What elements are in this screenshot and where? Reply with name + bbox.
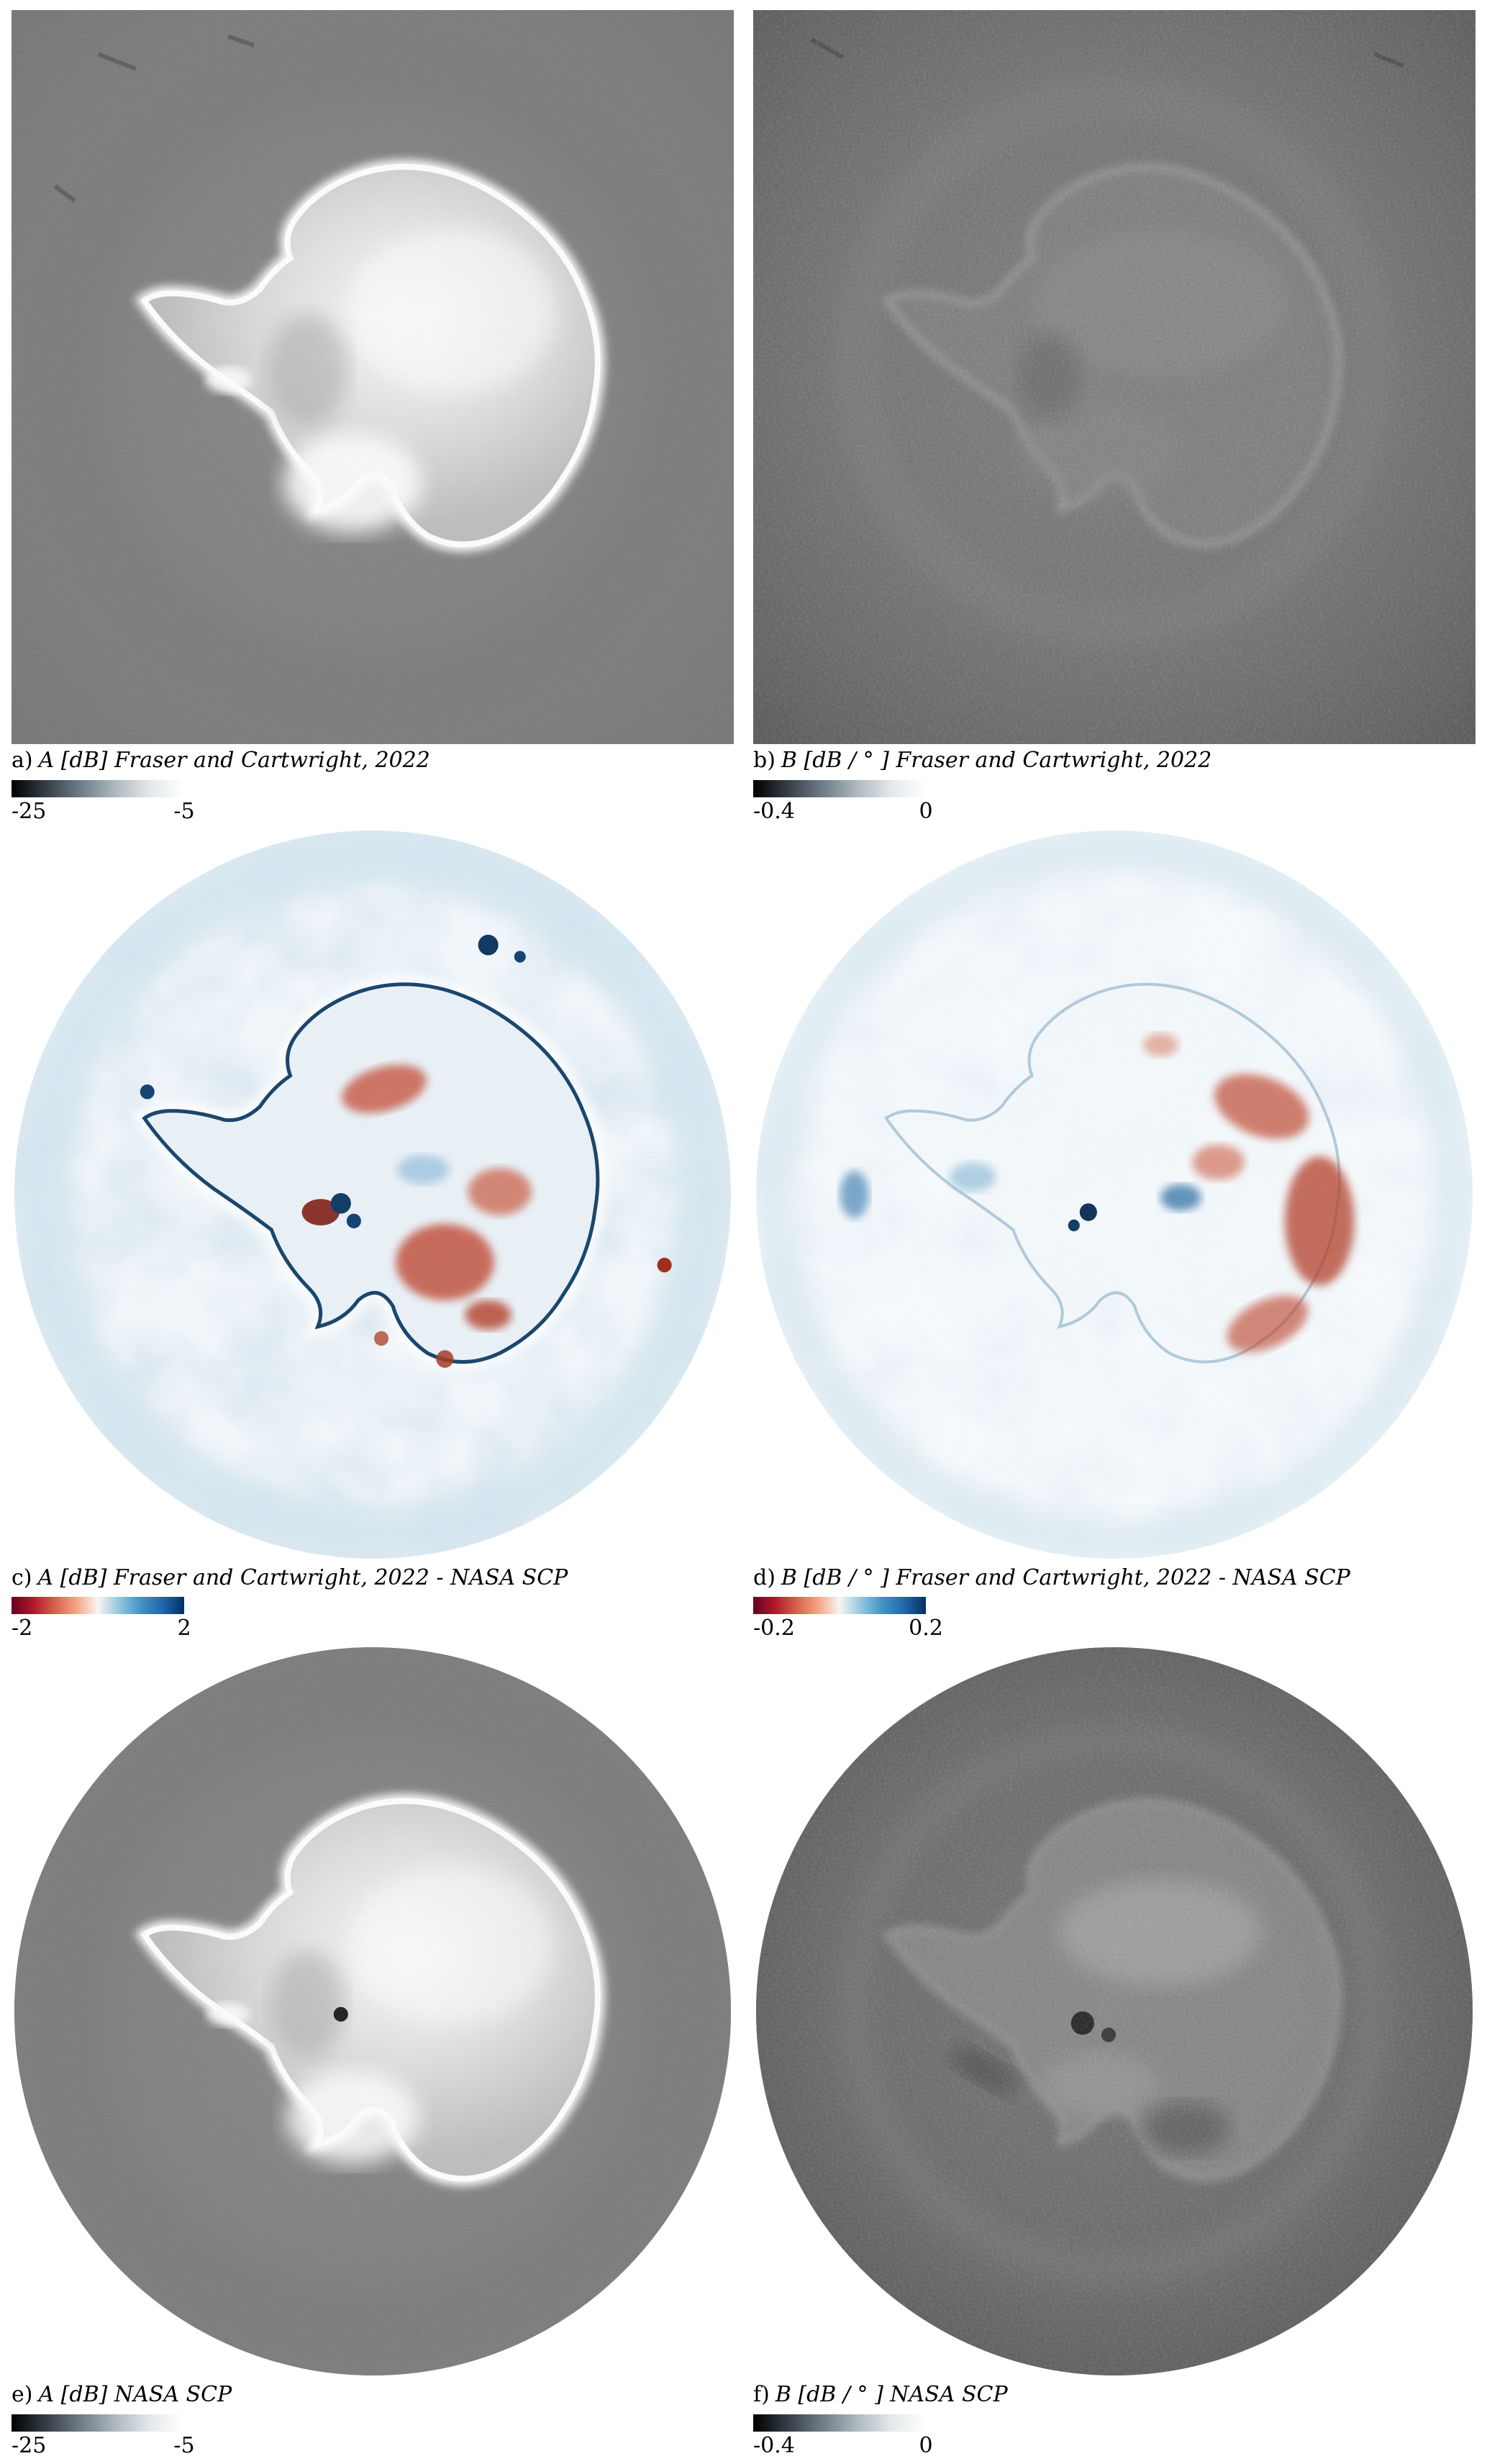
panel-label-c: c) <box>12 1564 32 1590</box>
colorbar-ticks-d: -0.2 0.2 <box>753 1616 969 1641</box>
panel-e: e) A [dB] NASA SCP -25 -5 <box>12 1644 734 2458</box>
panel-label-f: f) <box>753 2382 770 2407</box>
colorbar-ticks-c: -2 2 <box>12 1616 227 1641</box>
panel-title-e: A [dB] NASA SCP <box>38 2382 232 2407</box>
colorbar-ticks-a: -25 -5 <box>12 798 227 824</box>
colorbar-b <box>753 779 926 797</box>
tick-max-d: 0.2 <box>909 1616 943 1641</box>
panel-title-c: A [dB] Fraser and Cartwright, 2022 - NAS… <box>37 1564 568 1590</box>
tick-min-e: -25 <box>12 2432 47 2458</box>
tick-min-a: -25 <box>12 798 47 824</box>
caption-d: d) B [dB / ° ] Fraser and Cartwright, 202… <box>753 1564 1475 1592</box>
colorbar-f <box>753 2414 926 2432</box>
colorbar-ticks-f: -0.4 0 <box>753 2433 969 2458</box>
colorbar-d <box>753 1597 926 1614</box>
map-c-diverging-antarctica <box>12 827 734 1562</box>
colorbar-a <box>12 779 184 797</box>
map-a-grayscale-antarctica <box>12 10 734 744</box>
colorbar-c <box>12 1597 184 1614</box>
panel-label-e: e) <box>12 2382 33 2407</box>
panel-f: f) B [dB / ° ] NASA SCP -0.4 0 <box>753 1644 1475 2458</box>
panel-c: c) A [dB] Fraser and Cartwright, 2022 - N… <box>12 827 734 1641</box>
map-d-diverging-antarctica <box>753 827 1475 1562</box>
panel-title-f: B [dB / ° ] NASA SCP <box>775 2382 1008 2407</box>
caption-f: f) B [dB / ° ] NASA SCP <box>753 2381 1475 2409</box>
colorbar-ticks-e: -25 -5 <box>12 2433 227 2458</box>
tick-max-a: -5 <box>173 798 195 824</box>
caption-a: a) A [dB] Fraser and Cartwright, 2022 <box>12 747 734 774</box>
map-e-grayscale-antarctica <box>12 1644 734 2378</box>
tick-min-d: -0.2 <box>753 1616 795 1641</box>
panel-title-a: A [dB] Fraser and Cartwright, 2022 <box>38 748 430 773</box>
caption-b: b) B [dB / ° ] Fraser and Cartwright, 202… <box>753 747 1475 774</box>
panel-a: a) A [dB] Fraser and Cartwright, 2022 -25… <box>12 10 734 824</box>
map-b-grayscale-antarctica <box>753 10 1475 744</box>
tick-min-b: -0.4 <box>753 798 795 824</box>
tick-max-f: 0 <box>919 2432 933 2458</box>
map-f-grayscale-antarctica <box>753 1644 1475 2378</box>
tick-max-e: -5 <box>173 2432 195 2458</box>
tick-min-f: -0.4 <box>753 2432 795 2458</box>
caption-c: c) A [dB] Fraser and Cartwright, 2022 - N… <box>12 1564 734 1592</box>
tick-max-b: 0 <box>919 798 933 824</box>
panel-b: b) B [dB / ° ] Fraser and Cartwright, 202… <box>753 10 1475 824</box>
colorbar-e <box>12 2414 184 2432</box>
panel-label-b: b) <box>753 748 776 773</box>
panel-d: d) B [dB / ° ] Fraser and Cartwright, 202… <box>753 827 1475 1641</box>
tick-min-c: -2 <box>12 1616 33 1641</box>
panel-label-a: a) <box>12 748 33 773</box>
panel-title-b: B [dB / ° ] Fraser and Cartwright, 2022 <box>781 748 1212 773</box>
caption-e: e) A [dB] NASA SCP <box>12 2381 734 2409</box>
panel-label-d: d) <box>753 1564 776 1590</box>
panel-title-d: B [dB / ° ] Fraser and Cartwright, 2022 … <box>781 1564 1350 1590</box>
tick-max-c: 2 <box>177 1616 191 1641</box>
colorbar-ticks-b: -0.4 0 <box>753 798 969 824</box>
